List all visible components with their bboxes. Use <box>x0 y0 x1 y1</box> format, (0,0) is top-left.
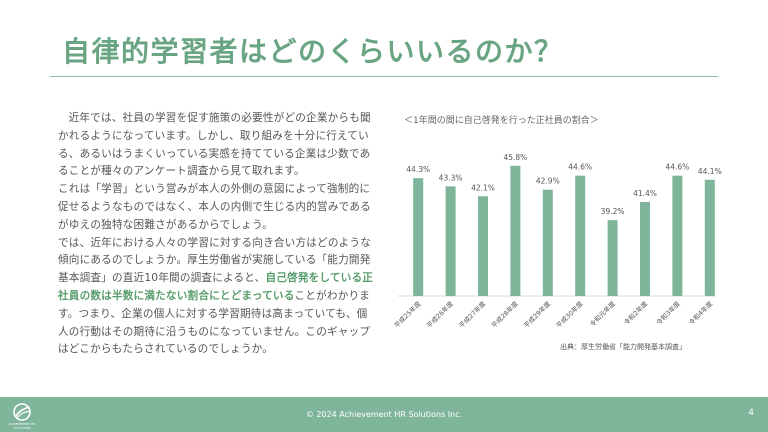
bar-1 <box>445 186 456 296</box>
paragraph-2: これは「学習」という営みが本人の外側の意図によって強制的に促せるようなものではな… <box>58 183 371 231</box>
chart-title: ＜1年間の間に自己啓発を行った正社員の割合＞ <box>404 116 599 126</box>
x-tick-label-4: 平成29年度 <box>522 299 553 330</box>
paragraph-3: では、近年における人々の学習に対する向き合い方はどのような傾向にあるのでしょうか… <box>58 235 374 360</box>
x-tick-label-1: 平成26年度 <box>424 299 455 330</box>
x-tick-label-0: 平成25年度 <box>392 299 423 330</box>
bar-2 <box>478 196 488 296</box>
paragraph-3-highlight: 自己啓発をしている正社員の数は半数に満たない割合にとどまっている <box>58 272 374 302</box>
bar-7 <box>640 202 650 296</box>
data-label-4: 42.9% <box>536 177 560 186</box>
data-label-7: 41.4% <box>633 189 657 198</box>
x-tick-label-3: 平成28年度 <box>489 299 520 330</box>
paragraph-3-tail: ことがわかります。つまり、企業の個人に対する学習期待は高まっていても、個人の行動… <box>58 289 371 356</box>
data-label-3: 45.8% <box>503 153 527 162</box>
bar-8 <box>672 175 683 296</box>
x-tick-label-5: 平成30年度 <box>554 299 585 330</box>
bar-4 <box>542 189 553 296</box>
bar-3 <box>510 165 521 296</box>
x-tick-label-8: 令和3年度 <box>654 299 682 327</box>
page-number: 4 <box>748 408 754 418</box>
logo-wordmark: ACHIEVEMENT HR SOLUTIONS <box>8 422 36 430</box>
data-label-6: 39.2% <box>601 207 625 216</box>
data-label-0: 44.3% <box>406 165 430 174</box>
data-label-5: 44.6% <box>568 163 592 172</box>
data-label-2: 42.1% <box>471 183 495 192</box>
page-title: 自律的学習者はどのくらいいるのか？ <box>62 35 564 68</box>
bar-chart: 44.3% 平成25年度 43.3% 平成26年度 42.1% 平成27年度 45.8% 平成… <box>392 153 722 330</box>
x-tick-label-6: 令和元年度 <box>588 299 618 329</box>
title-divider <box>50 76 718 77</box>
data-label-8: 44.6% <box>665 163 689 172</box>
body-text: 近年では、社員の学習を促す施策の必要性がどの企業からも聞かれるようになっています… <box>58 110 374 359</box>
x-tick-label-9: 令和4年度 <box>687 299 715 327</box>
x-tick-label-7: 令和2年度 <box>622 299 650 327</box>
bar-5 <box>575 175 586 296</box>
data-label-9: 44.1% <box>698 167 722 176</box>
bar-6 <box>607 220 618 296</box>
copyright-text: © 2024 Achievement HR Solutions Inc. <box>305 410 463 419</box>
footer-bar: ACHIEVEMENT HR SOLUTIONS © 2024 Achievem… <box>0 397 768 432</box>
paragraph-1: 近年では、社員の学習を促す施策の必要性がどの企業からも聞かれるようになっています… <box>58 112 371 178</box>
x-tick-label-2: 平成27年度 <box>457 299 488 330</box>
bar-9 <box>704 179 715 296</box>
bar-0 <box>413 178 424 296</box>
data-label-1: 43.3% <box>439 173 463 182</box>
company-logo-icon <box>13 403 31 421</box>
chart-source: 出典：厚生労働省「能力開発基本調査」 <box>560 343 686 351</box>
paragraph-3-lead: では、近年における人々の学習に対する向き合い方はどのような傾向にあるのでしょうか… <box>58 236 372 285</box>
